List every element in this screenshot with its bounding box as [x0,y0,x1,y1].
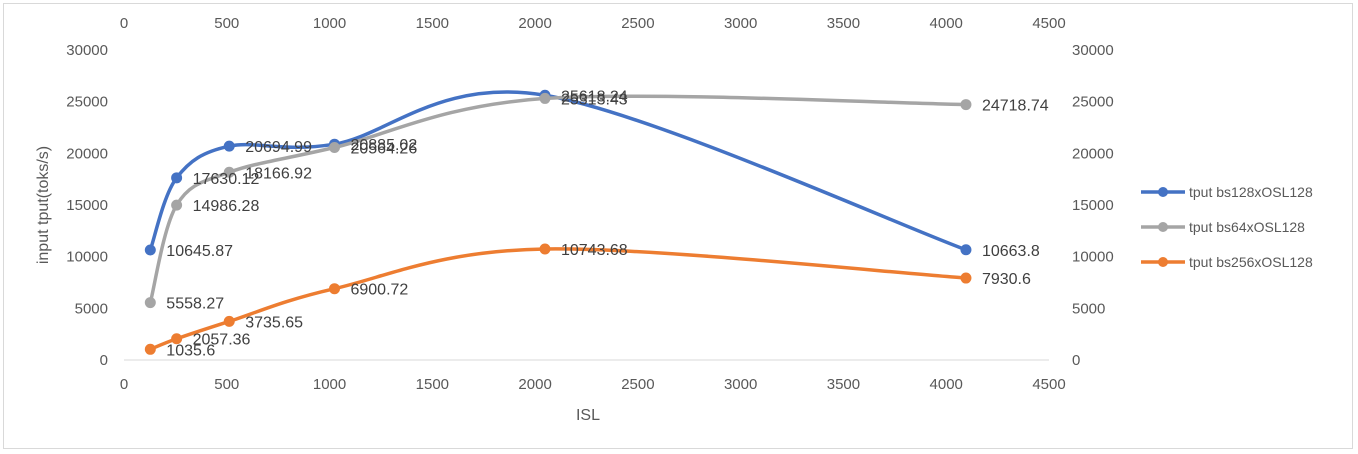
x-tick-label: 1500 [416,376,449,393]
data-label-tput-bs128xosl128: 20885.02 [350,137,417,154]
data-point-tput-bs128xosl128 [144,244,156,256]
data-label-tput-bs64xosl128: 24718.74 [982,98,1049,115]
data-label-tput-bs64xosl128: 14986.28 [193,198,260,215]
y-tick-label-right: 30000 [1072,42,1114,59]
x-tick-label-top: 1500 [416,15,449,32]
x-tick-label-top: 0 [120,15,128,32]
data-point-tput-bs256xosl128 [223,315,235,327]
data-point-tput-bs256xosl128 [144,343,156,355]
data-point-tput-bs256xosl128 [539,243,551,255]
x-tick-label: 2500 [621,376,654,393]
y-tick-label: 15000 [66,197,108,214]
data-label-tput-bs256xosl128: 1035.6 [166,342,215,359]
x-tick-label-top: 2500 [621,15,654,32]
y-tick-label: 30000 [66,42,108,59]
y-tick-label: 0 [100,352,108,369]
data-point-tput-bs128xosl128 [223,140,235,152]
chart-frame [3,3,1353,449]
series-line-tput-bs256xosl128 [148,247,968,352]
legend-marker-tput-bs128xosl128 [1158,187,1168,197]
data-label-tput-bs64xosl128: 20564.26 [350,141,417,158]
data-point-tput-bs64xosl128 [171,199,183,211]
y-tick-label-right: 0 [1072,352,1080,369]
data-label-tput-bs128xosl128: 10663.8 [982,243,1040,260]
y-axis-ticks-left: 0 5000 10000 15000 20000 25000 30000 [66,42,108,369]
data-label-tput-bs64xosl128: 25313.43 [561,91,628,108]
x-axis-ticks-bottom: 0 500 1000 1500 2000 2500 3000 3500 4000 4500 [120,376,1066,393]
x-tick-label: 3000 [724,376,757,393]
data-point-tput-bs256xosl128 [171,333,183,345]
data-label-tput-bs64xosl128: 18166.92 [245,165,312,182]
data-label-tput-bs256xosl128: 6900.72 [350,282,408,299]
x-tick-label: 3500 [827,376,860,393]
x-tick-label: 1000 [313,376,346,393]
x-tick-label-top: 4500 [1032,15,1065,32]
legend-marker-tput-bs64xosl128 [1158,222,1168,232]
x-tick-label-top: 4000 [930,15,963,32]
data-labels-layer: 10645.87 17630.12 20694.99 20885.02 25618.24… [166,88,1048,359]
y-axis-title: input tput(toks/s) [35,146,52,264]
x-tick-label: 4500 [1032,376,1065,393]
y-tick-label: 5000 [75,300,108,317]
data-label-tput-bs128xosl128: 25618.24 [561,88,628,105]
legend-label-tput-bs64xosl128: tput bs64xOSL128 [1189,219,1305,235]
x-tick-label-top: 1000 [313,15,346,32]
x-axis-ticks-top: 0 500 1000 1500 2000 2500 3000 3500 4000 4500 [120,15,1066,32]
y-tick-label-right: 20000 [1072,145,1114,162]
legend: tput bs128xOSL128 tput bs64xOSL128 tput bs… [1141,184,1313,270]
y-axis-ticks-right: 0 5000 10000 15000 20000 25000 30000 [1072,42,1114,369]
legend-marker-tput-bs256xosl128 [1158,257,1168,267]
legend-label-tput-bs128xosl128: tput bs128xOSL128 [1189,184,1313,200]
y-tick-label: 25000 [66,94,108,111]
data-point-tput-bs128xosl128 [960,244,972,256]
data-point-tput-bs64xosl128 [144,297,156,309]
x-tick-label-top: 3000 [724,15,757,32]
data-point-tput-bs64xosl128 [223,166,235,178]
x-tick-label: 2000 [518,376,551,393]
y-tick-label-right: 10000 [1072,249,1114,266]
legend-label-tput-bs256xosl128: tput bs256xOSL128 [1189,254,1313,270]
data-point-tput-bs64xosl128 [328,142,340,154]
series-layer [144,89,972,355]
x-tick-label: 500 [214,376,239,393]
y-tick-label: 10000 [66,249,108,266]
data-label-tput-bs256xosl128: 3735.65 [245,314,303,331]
data-point-tput-bs256xosl128 [328,283,340,295]
data-label-tput-bs256xosl128: 7930.6 [982,271,1031,288]
x-tick-label-top: 2000 [518,15,551,32]
data-label-tput-bs256xosl128: 10743.68 [561,242,628,259]
data-point-tput-bs256xosl128 [960,272,972,284]
data-label-tput-bs128xosl128: 17630.12 [193,171,260,188]
data-point-tput-bs128xosl128 [171,172,183,184]
x-tick-label: 0 [120,376,128,393]
y-tick-label: 20000 [66,145,108,162]
data-label-tput-bs64xosl128: 5558.27 [166,296,224,313]
data-point-tput-bs64xosl128 [539,92,551,104]
y-tick-label-right: 15000 [1072,197,1114,214]
y-tick-label-right: 25000 [1072,94,1114,111]
data-point-tput-bs64xosl128 [960,99,972,111]
y-tick-label-right: 5000 [1072,300,1105,317]
x-tick-label-top: 500 [214,15,239,32]
x-tick-label-top: 3500 [827,15,860,32]
data-label-tput-bs128xosl128: 10645.87 [166,243,233,260]
x-tick-label: 4000 [930,376,963,393]
series-line-tput-bs128xosl128 [148,90,968,252]
data-label-tput-bs128xosl128: 20694.99 [245,139,312,156]
data-label-tput-bs256xosl128: 2057.36 [193,332,251,349]
x-axis-title: ISL [576,407,600,424]
